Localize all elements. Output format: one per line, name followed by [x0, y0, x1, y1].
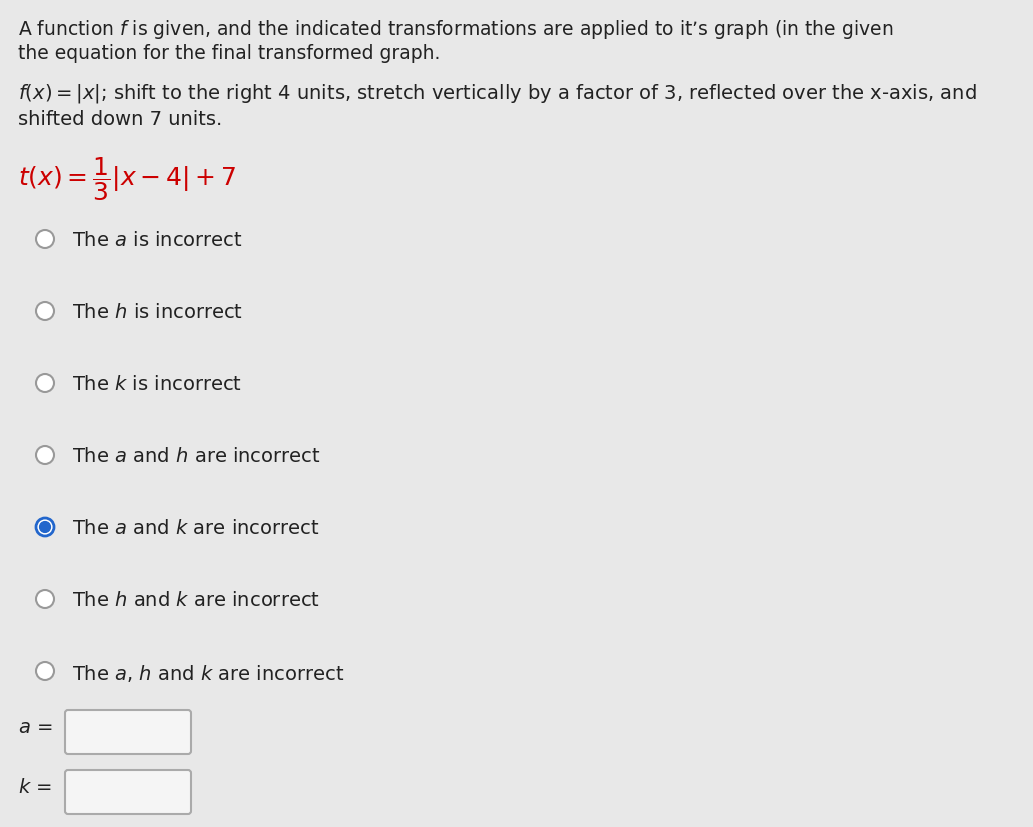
Circle shape: [36, 590, 54, 609]
Text: The $h$ and $k$ are incorrect: The $h$ and $k$ are incorrect: [72, 590, 320, 609]
Circle shape: [36, 662, 54, 680]
Text: shifted down 7 units.: shifted down 7 units.: [18, 110, 222, 129]
Text: The $k$ is incorrect: The $k$ is incorrect: [72, 375, 242, 394]
Circle shape: [39, 522, 51, 533]
Circle shape: [36, 519, 54, 537]
Text: $a$ =: $a$ =: [18, 717, 53, 736]
Text: the equation for the final transformed graph.: the equation for the final transformed g…: [18, 44, 440, 63]
Text: The $a$, $h$ and $k$ are incorrect: The $a$, $h$ and $k$ are incorrect: [72, 662, 344, 683]
Text: The $h$ is incorrect: The $h$ is incorrect: [72, 303, 243, 322]
FancyBboxPatch shape: [65, 770, 191, 814]
Circle shape: [36, 375, 54, 393]
Circle shape: [36, 303, 54, 321]
Text: The $a$ and $k$ are incorrect: The $a$ and $k$ are incorrect: [72, 519, 319, 538]
FancyBboxPatch shape: [65, 710, 191, 754]
Circle shape: [36, 447, 54, 465]
Text: $k$ =: $k$ =: [18, 777, 52, 796]
Text: $f(x) = |x|$; shift to the right 4 units, stretch vertically by a factor of 3, r: $f(x) = |x|$; shift to the right 4 units…: [18, 82, 976, 105]
Text: $t(x) = \dfrac{1}{3}|x - 4| + 7$: $t(x) = \dfrac{1}{3}|x - 4| + 7$: [18, 155, 237, 203]
Text: A function $f$ is given, and the indicated transformations are applied to it’s g: A function $f$ is given, and the indicat…: [18, 18, 894, 41]
Text: The $a$ and $h$ are incorrect: The $a$ and $h$ are incorrect: [72, 447, 320, 466]
Circle shape: [36, 231, 54, 249]
Text: The $a$ is incorrect: The $a$ is incorrect: [72, 231, 243, 250]
